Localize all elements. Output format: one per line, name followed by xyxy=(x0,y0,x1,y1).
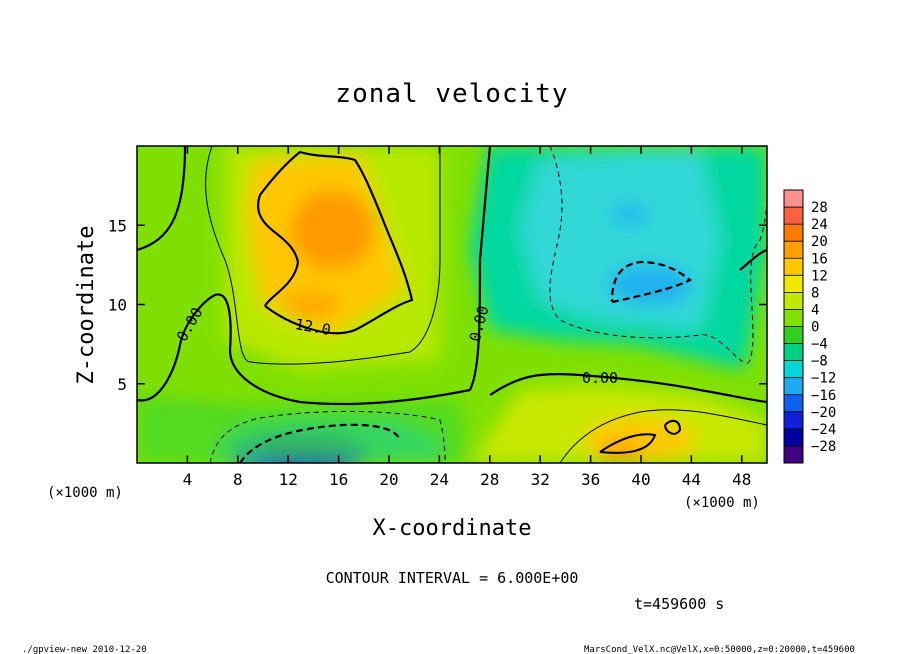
y-tick-label-0: 5 xyxy=(117,375,127,394)
colorbar-label-13: −24 xyxy=(811,422,836,438)
colorbar-swatch-5 xyxy=(784,275,803,293)
contour-small-loop xyxy=(664,419,682,435)
contour-lines xyxy=(137,146,767,463)
contour-12 xyxy=(256,150,414,335)
colorbar-label-1: 24 xyxy=(811,217,828,233)
x-unit-right: (×1000 m) xyxy=(684,495,760,511)
x-tick-label-11: 48 xyxy=(732,470,751,489)
colorbar-swatch-9 xyxy=(784,343,803,362)
contour-label-12: 12.0 xyxy=(294,315,333,339)
colorbar-label-10: −12 xyxy=(811,371,836,387)
field-neg-spot xyxy=(610,205,650,225)
colorbar-label-4: 12 xyxy=(811,268,828,284)
x-tick-label-6: 28 xyxy=(480,470,499,489)
colorbar-label-9: −8 xyxy=(811,354,828,370)
y-tick-label-2: 15 xyxy=(108,216,127,235)
colorbar-swatch-0 xyxy=(784,190,803,208)
colorbar-swatch-14 xyxy=(784,428,803,447)
color-field xyxy=(137,146,767,463)
contour-zero-right xyxy=(489,372,767,404)
colorbar-label-0: 28 xyxy=(811,200,828,216)
y-tick-label-1: 10 xyxy=(108,296,127,315)
colorbar-swatch-3 xyxy=(784,241,803,259)
colorbar-label-7: 0 xyxy=(811,320,819,336)
x-tick-label-2: 12 xyxy=(279,470,298,489)
colorbar-label-14: −28 xyxy=(811,439,836,455)
plot-area xyxy=(137,146,767,463)
x-axis-label: X-coordinate xyxy=(373,516,532,541)
field-pos-max2 xyxy=(284,291,340,319)
time-label: t=459600 s xyxy=(634,595,724,613)
colorbar-label-11: −16 xyxy=(811,388,836,404)
colorbar-swatch-13 xyxy=(784,411,803,430)
y-axis-label: Z-coordinate xyxy=(74,226,99,385)
colorbar-swatch-12 xyxy=(784,394,803,413)
colorbar-swatch-7 xyxy=(784,309,803,327)
colorbar-label-12: −20 xyxy=(811,405,836,421)
contour-zero-wave xyxy=(137,146,492,406)
contour-neg12-bottom xyxy=(239,423,402,463)
x-tick-label-3: 16 xyxy=(329,470,348,489)
x-unit-left: (×1000 m) xyxy=(47,485,123,501)
contour-neg12 xyxy=(610,260,692,304)
contour-6-bottom-right xyxy=(559,409,767,463)
contour-interval: CONTOUR INTERVAL = 6.000E+00 xyxy=(326,569,579,587)
colorbar-swatch-1 xyxy=(784,207,803,225)
contour-12-bottom-right xyxy=(599,433,657,454)
colorbar-swatch-6 xyxy=(784,292,803,310)
field-pos-max xyxy=(291,190,375,270)
x-tick-label-7: 32 xyxy=(531,470,550,489)
footer-left: ./gpview-new 2010-12-20 xyxy=(22,645,147,654)
contour-label-zero-right: 0.00 xyxy=(582,369,618,387)
colorbar-swatch-4 xyxy=(784,258,803,276)
colorbar-label-2: 20 xyxy=(811,234,828,250)
chart-title: zonal velocity xyxy=(335,79,568,109)
colorbar-label-8: −4 xyxy=(811,337,828,353)
x-tick-label-9: 40 xyxy=(631,470,650,489)
x-tick-label-4: 20 xyxy=(379,470,398,489)
colorbar-label-5: 8 xyxy=(811,285,819,301)
colorbar-swatch-10 xyxy=(784,360,803,379)
x-tick-label-8: 36 xyxy=(581,470,600,489)
colorbar-label-6: 4 xyxy=(811,302,819,318)
footer-right: MarsCond_VelX.nc@VelX,x=0:50000,z=0:2000… xyxy=(584,645,855,654)
contour-zero-left xyxy=(137,146,187,252)
contour-neg6-bottom xyxy=(209,410,446,463)
field-left-band xyxy=(137,395,470,463)
contour-6-thin-left xyxy=(205,146,441,365)
x-tick-label-1: 8 xyxy=(233,470,243,489)
colorbar-label-3: 16 xyxy=(811,251,828,267)
field-neg-min xyxy=(608,265,692,305)
field-neg-right-core xyxy=(520,150,720,330)
colorbar-swatch-15 xyxy=(784,445,803,464)
x-tick-label-5: 24 xyxy=(430,470,449,489)
contour-zero-right-top xyxy=(739,248,767,271)
colorbar-swatch-2 xyxy=(784,224,803,242)
colorbar-swatch-11 xyxy=(784,377,803,396)
colorbar-swatch-8 xyxy=(784,326,803,345)
x-tick-label-10: 44 xyxy=(682,470,701,489)
x-tick-label-0: 4 xyxy=(183,470,193,489)
contour-neg6-dashed xyxy=(549,146,767,364)
